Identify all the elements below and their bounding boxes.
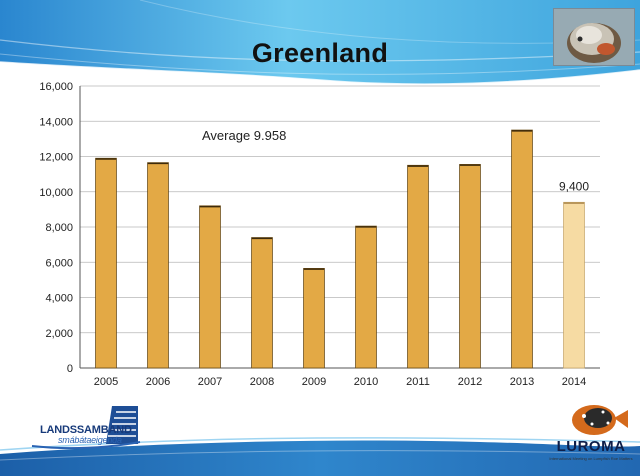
lumpfish-photo: [553, 8, 635, 66]
x-tick-label: 2005: [94, 376, 118, 388]
x-tick-label: 2011: [406, 376, 430, 388]
bar-2012: [459, 164, 481, 369]
y-tick-label: 10,000: [39, 187, 73, 199]
x-tick-label: 2010: [354, 376, 378, 388]
y-tick-label: 8,000: [45, 222, 73, 234]
bar-2010: [355, 225, 377, 369]
bar-2005: [95, 157, 117, 369]
y-tick-label: 4,000: [45, 293, 73, 305]
y-tick-label: 6,000: [45, 257, 73, 269]
slide-title: Greenland: [251, 38, 389, 68]
x-tick-label: 2006: [146, 376, 170, 388]
data-label-2014: 9,400: [559, 179, 589, 193]
luroma-logo: LUROMA International Meeting on Lumpfish…: [548, 396, 636, 476]
y-tick-label: 12,000: [39, 152, 73, 164]
bar-2014: [563, 201, 585, 369]
logo-right-word: LUROMA: [556, 438, 626, 455]
y-tick-label: 0: [67, 363, 73, 375]
x-tick-label: 2013: [510, 376, 534, 388]
y-tick-label: 2,000: [45, 328, 73, 340]
logo-left-text-top: LANDSSAMBAND: [40, 424, 132, 436]
bar-2006: [147, 162, 169, 369]
logo-right-subtitle: International Meeting on Lumpfish Roe Ma…: [549, 456, 633, 461]
x-tick-label: 2007: [198, 376, 222, 388]
y-tick-label: 14,000: [39, 116, 73, 128]
header-wave-band: [0, 0, 640, 85]
x-tick-label: 2009: [302, 376, 326, 388]
logo-left-text-bottom: smábátaeigenda: [58, 435, 122, 445]
bar-2008: [251, 237, 273, 369]
bar-2009: [303, 268, 325, 369]
x-tick-label: 2014: [562, 376, 586, 388]
x-tick-label: 2008: [250, 376, 274, 388]
average-annotation: Average 9.958: [202, 128, 286, 143]
bar-2011: [407, 164, 429, 369]
bar-2007: [199, 205, 221, 369]
x-tick-label: 2012: [458, 376, 482, 388]
y-tick-label: 16,000: [39, 81, 73, 93]
landssamband-logo: LANDSSAMBAND smábátaeigenda: [28, 402, 158, 450]
bar-2013: [511, 129, 533, 369]
footer-wave-band: [0, 437, 640, 476]
